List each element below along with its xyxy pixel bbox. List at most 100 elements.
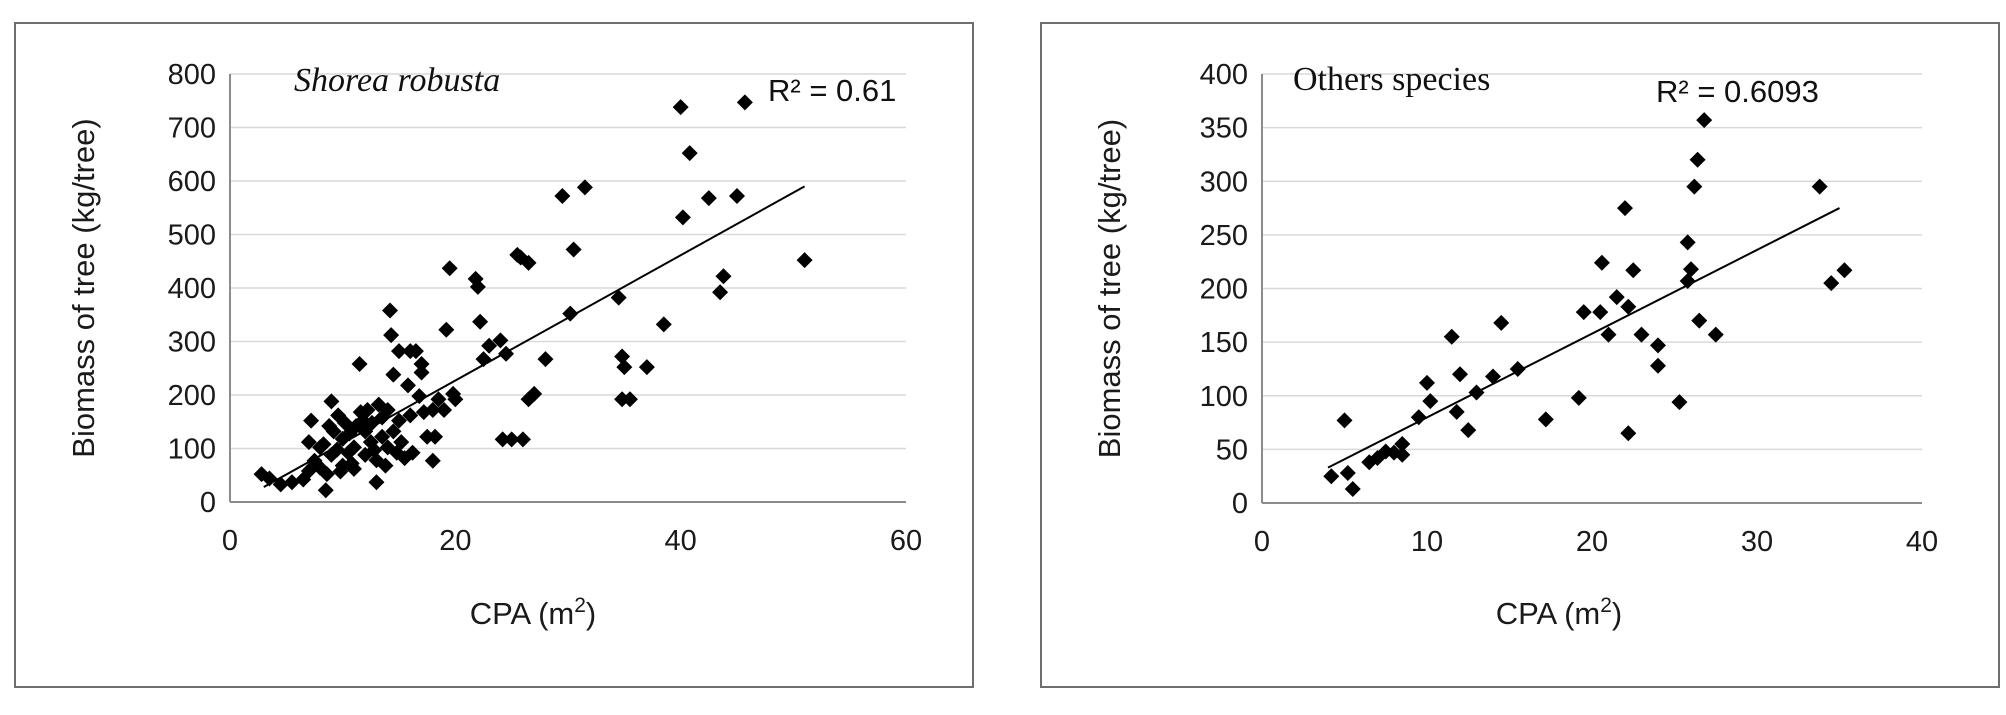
data-point [1410,409,1427,426]
data-point [1493,314,1510,331]
data-point [565,241,582,258]
x-tick-label: 20 [1576,526,1608,558]
data-point [1620,425,1637,442]
data-point [404,444,421,461]
x-tick-label: 0 [222,525,238,557]
data-point [317,482,334,499]
data-point [562,305,579,322]
y-tick-label: 400 [168,273,216,305]
data-point [492,332,509,349]
data-point [359,401,376,418]
data-point [610,289,627,306]
data-point [323,393,340,410]
data-point [1394,436,1411,453]
chart-title: Others species [1293,61,1490,98]
data-point [1336,412,1353,429]
data-point [393,434,410,451]
y-tick-label: 0 [200,487,216,519]
y-tick-label: 50 [1216,434,1248,466]
chart-panel-others-species: 0 50 100 150 200 250 300 350 400 0 10 20 30 40 CPA (m2… [1040,22,2000,688]
data-point [381,302,398,319]
data-point [447,391,464,408]
data-point [1650,337,1666,354]
data-point [329,441,346,458]
data-point [1671,394,1688,411]
y-tick-label: 200 [168,380,216,412]
data-point [1811,178,1828,195]
data-point [1485,368,1501,385]
x-axis-title-text: CPA (m [1496,596,1601,631]
data-point [1679,234,1696,251]
data-point [469,278,486,295]
data-point [385,423,402,440]
data-point [441,260,458,277]
data-point [1537,411,1554,428]
data-point [413,355,430,372]
trendline [1327,207,1840,469]
data-point [413,364,430,381]
y-tick-label: 300 [1200,166,1248,198]
data-point [345,439,362,456]
data-point [1633,326,1650,343]
y-axis-title: Biomass of tree (kg/tree) [1092,119,1127,458]
data-point [1707,326,1724,343]
r-squared-annotation: R² = 0.6093 [1656,74,1819,109]
scatter-chart-others-species: 0 50 100 150 200 250 300 350 400 0 10 20 30 40 CPA (m2… [1092,59,1938,631]
data-point [1608,289,1625,306]
x-tick-label: 10 [1411,526,1443,558]
data-point [1452,366,1468,383]
data-point [1448,403,1465,420]
data-point [729,187,745,204]
data-point [537,351,554,368]
data-point [672,99,689,116]
y-axis-title: Biomass of tree (kg/tree) [66,118,101,457]
data-point [1570,389,1587,406]
data-point [503,431,520,448]
data-point [351,355,368,372]
data-point [283,474,300,491]
data-point [411,388,428,405]
data-point [498,345,515,362]
data-point [303,412,320,429]
data-point [438,321,455,338]
data-point [424,452,441,469]
data-point [1823,275,1840,292]
data-point [494,431,511,448]
data-point [1419,374,1435,391]
y-tick-label: 200 [1200,274,1248,306]
data-point [1617,200,1633,217]
data-point [1422,393,1439,410]
chart-panel-shorea-robusta: 0 100 200 300 400 500 600 700 800 0 20 40 60 CPA (m2)… [14,22,974,688]
x-axis-title-text: CPA (m [470,596,575,631]
y-tick-label: 250 [1200,220,1248,252]
data-point [681,145,698,162]
data-point [315,436,332,453]
data-point [345,460,362,477]
y-tick-label: 300 [168,327,216,359]
y-tick-label: 500 [168,220,216,252]
data-point [325,423,342,440]
x-axis-title-end: ) [586,596,596,631]
data-point [1696,112,1713,129]
data-point [1509,360,1526,377]
data-point [472,313,489,330]
data-point [1592,304,1609,321]
data-point [300,434,317,451]
data-point [736,94,753,111]
y-tick-label: 800 [168,59,216,91]
data-point [407,343,424,360]
data-point [514,431,531,448]
chart-title: Shorea robusta [294,62,500,99]
scatter-chart-shorea-robusta: 0 100 200 300 400 500 600 700 800 0 20 40 60 CPA (m2)… [66,59,922,631]
y-tick-label: 0 [1232,488,1248,520]
data-point [674,209,691,226]
x-axis-title-superscript: 2 [1600,594,1612,617]
data-point [715,268,732,285]
r-squared-annotation: R² = 0.61 [768,73,896,108]
y-tick-label: 600 [168,166,216,198]
data-point [377,457,394,474]
data-point [427,428,444,445]
data-point [1625,262,1642,279]
x-tick-label: 60 [890,525,922,557]
data-point [1460,422,1477,439]
